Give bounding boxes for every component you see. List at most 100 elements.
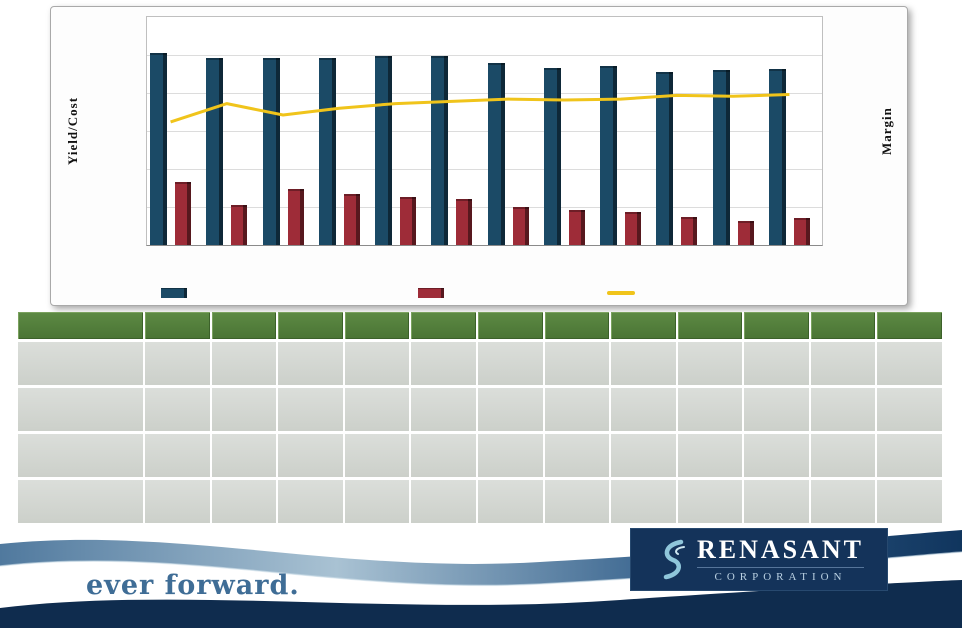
table-cell <box>744 480 811 526</box>
brand-tagline: ever forward. <box>86 570 300 601</box>
gridline <box>147 93 822 94</box>
table-cell <box>544 434 612 480</box>
table-cell <box>477 480 545 526</box>
table-cell <box>611 434 678 480</box>
cost-bar <box>456 199 473 245</box>
table-cell <box>411 342 478 388</box>
cost-bar <box>568 209 585 245</box>
yield-bar <box>656 71 674 245</box>
gridline <box>147 131 822 132</box>
table-cell <box>877 434 944 480</box>
yield-bar <box>543 67 561 245</box>
table-cell <box>611 480 678 526</box>
logo-corporation-label: CORPORATION <box>696 566 865 583</box>
cost-bar <box>737 220 754 245</box>
table-header-cell <box>278 312 345 342</box>
gridline <box>147 55 822 56</box>
table-cell <box>544 480 612 526</box>
left-axis-title: Yield/Cost <box>65 96 80 166</box>
table-cell <box>211 342 279 388</box>
cost-bar <box>512 207 529 245</box>
table-header-cell <box>344 312 412 342</box>
chart-plot-area <box>146 16 823 246</box>
table-header-cell <box>544 312 612 342</box>
cost-bar <box>625 212 642 245</box>
table-header-cell <box>877 312 944 342</box>
gridline <box>147 207 822 208</box>
table-cell <box>211 434 279 480</box>
table-cell <box>611 342 678 388</box>
renasant-logo: RENASANT CORPORATION <box>630 528 888 591</box>
legend-cost-swatch <box>418 288 444 298</box>
table-cell <box>544 388 612 434</box>
chart-legend <box>51 285 907 301</box>
table-cell <box>877 342 944 388</box>
table-cell <box>877 480 944 526</box>
table-cell <box>544 342 612 388</box>
table-header-cell <box>477 312 545 342</box>
table-header-cell <box>677 312 745 342</box>
table-header-cell <box>211 312 279 342</box>
yield-bar <box>318 57 336 245</box>
table-cell <box>145 434 212 480</box>
table-cell <box>677 434 745 480</box>
cost-bar <box>400 196 417 245</box>
right-axis-title: Margin <box>879 107 894 155</box>
table-cell <box>18 342 145 388</box>
yield-bar <box>206 57 224 245</box>
table-cell <box>744 434 811 480</box>
cost-bar <box>681 217 698 245</box>
table-cell <box>810 342 878 388</box>
table-cell <box>744 342 811 388</box>
table-cell <box>677 342 745 388</box>
table-cell <box>211 388 279 434</box>
table-cell <box>677 388 745 434</box>
table-header-cell <box>145 312 212 342</box>
table-cell <box>145 342 212 388</box>
table-cell <box>211 480 279 526</box>
table-cell <box>344 388 412 434</box>
gridline <box>147 169 822 170</box>
yield-bar <box>600 66 617 245</box>
legend-margin-swatch <box>607 291 635 295</box>
table-cell <box>810 434 878 480</box>
yield-bar <box>487 62 505 245</box>
margin-line-chart <box>170 93 790 124</box>
table-cell <box>278 434 345 480</box>
cost-bar <box>231 204 248 245</box>
table-cell <box>278 342 345 388</box>
cost-bar <box>793 218 810 245</box>
table-cell <box>145 480 212 526</box>
table-cell <box>145 388 212 434</box>
yield-bar <box>262 57 280 245</box>
table-cell <box>411 480 478 526</box>
table-cell <box>278 480 345 526</box>
cost-bar <box>175 181 192 245</box>
table-header-cell <box>744 312 811 342</box>
wave-navy-base <box>0 580 962 628</box>
table-cell <box>611 388 678 434</box>
table-header-cell <box>611 312 678 342</box>
renasant-swirl-icon <box>663 539 685 579</box>
table-cell <box>344 434 412 480</box>
yield-bar <box>150 52 167 245</box>
table-cell <box>278 388 345 434</box>
table-cell <box>344 342 412 388</box>
logo-text: RENASANT CORPORATION <box>696 534 865 583</box>
table-header-cell <box>810 312 878 342</box>
table-cell <box>411 388 478 434</box>
table-cell <box>411 434 478 480</box>
table-cell <box>477 388 545 434</box>
logo-company-name: RENASANT <box>696 534 865 564</box>
table-cell <box>477 342 545 388</box>
yield-bar <box>712 70 730 245</box>
chart-card: Yield/Cost Margin <box>50 6 908 306</box>
legend-yield-swatch <box>161 288 187 298</box>
cost-bar <box>343 194 360 245</box>
data-table <box>18 312 944 526</box>
table-cell <box>477 434 545 480</box>
table-cell <box>344 480 412 526</box>
table-cell <box>18 434 145 480</box>
table-cell <box>810 480 878 526</box>
